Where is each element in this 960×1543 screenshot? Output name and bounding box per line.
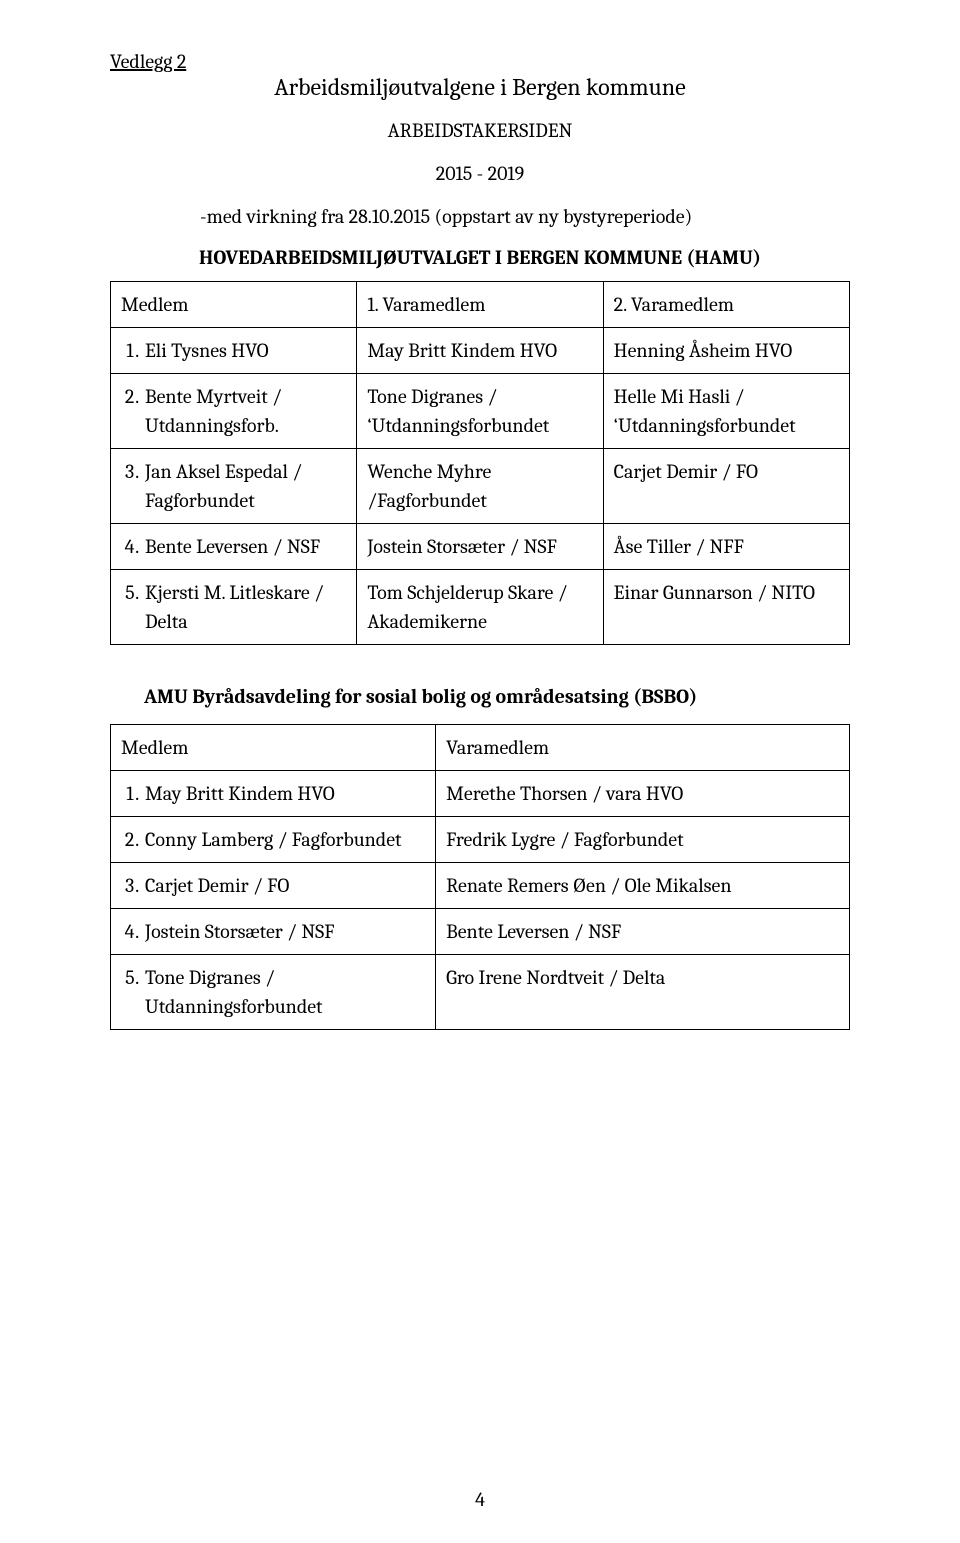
cell: May Britt Kindem HVO (357, 328, 603, 374)
col-header: Medlem (111, 282, 357, 328)
member: Conny Lamberg / Fagforbundet (143, 825, 425, 854)
cell: Eli Tysnes HVO (111, 328, 357, 374)
member: Eli Tysnes HVO (143, 336, 346, 365)
cell: Tom Schjelderup Skare / Akademikerne (357, 570, 603, 645)
member: Jostein Storsæter / NSF (143, 917, 425, 946)
member: Bente Leversen / NSF (143, 532, 346, 561)
cell: Einar Gunnarson / NITO (603, 570, 849, 645)
cell: Tone Digranes / Utdanningsforbundet (111, 955, 436, 1030)
table-row: Jostein Storsæter / NSF Bente Leversen /… (111, 909, 850, 955)
cell: Carjet Demir / FO (111, 863, 436, 909)
cell: Wenche Myhre /Fagforbundet (357, 449, 603, 524)
cell: Kjersti M. Litleskare / Delta (111, 570, 357, 645)
cell: Carjet Demir / FO (603, 449, 849, 524)
col-header: Medlem (111, 725, 436, 771)
member: May Britt Kindem HVO (143, 779, 425, 808)
side-heading: ARBEIDSTAKERSIDEN (110, 119, 850, 142)
main-title: Arbeidsmiljøutvalgene i Bergen kommune (110, 73, 850, 101)
table-row: Bente Myrtveit / Utdanningsforb. Tone Di… (111, 374, 850, 449)
cell: Bente Leversen / NSF (111, 524, 357, 570)
member: Jan Aksel Espedal / Fagforbundet (143, 457, 346, 515)
cell: Jan Aksel Espedal / Fagforbundet (111, 449, 357, 524)
attachment-label: Vedlegg 2 (110, 50, 850, 73)
table-row: Carjet Demir / FO Renate Remers Øen / Ol… (111, 863, 850, 909)
col-header: 1. Varamedlem (357, 282, 603, 328)
hamu-heading: HOVEDARBEIDSMILJØUTVALGET I BERGEN KOMMU… (110, 246, 850, 269)
effective-date: -med virkning fra 28.10.2015 (oppstart a… (200, 205, 850, 228)
member: Bente Myrtveit / Utdanningsforb. (143, 382, 346, 440)
member: Carjet Demir / FO (143, 871, 425, 900)
cell: Renate Remers Øen / Ole Mikalsen (436, 863, 850, 909)
bsbo-table: Medlem Varamedlem May Britt Kindem HVO M… (110, 724, 850, 1030)
cell: Tone Digranes / ‘Utdanningsforbundet (357, 374, 603, 449)
cell: Åse Tiller / NFF (603, 524, 849, 570)
table-header-row: Medlem Varamedlem (111, 725, 850, 771)
cell: May Britt Kindem HVO (111, 771, 436, 817)
table-row: Tone Digranes / Utdanningsforbundet Gro … (111, 955, 850, 1030)
cell: Henning Åsheim HVO (603, 328, 849, 374)
col-header: 2. Varamedlem (603, 282, 849, 328)
member: Kjersti M. Litleskare / Delta (143, 578, 346, 636)
table-row: Bente Leversen / NSF Jostein Storsæter /… (111, 524, 850, 570)
bsbo-heading: AMU Byrådsavdeling for sosial bolig og o… (144, 685, 850, 708)
col-header: Varamedlem (436, 725, 850, 771)
period: 2015 - 2019 (110, 162, 850, 185)
member: Tone Digranes / Utdanningsforbundet (143, 963, 425, 1021)
cell: Bente Leversen / NSF (436, 909, 850, 955)
cell: Fredrik Lygre / Fagforbundet (436, 817, 850, 863)
cell: Jostein Storsæter / NSF (357, 524, 603, 570)
table-row: Jan Aksel Espedal / Fagforbundet Wenche … (111, 449, 850, 524)
cell: Helle Mi Hasli / ‘Utdanningsforbundet (603, 374, 849, 449)
cell: Merethe Thorsen / vara HVO (436, 771, 850, 817)
hamu-table: Medlem 1. Varamedlem 2. Varamedlem Eli T… (110, 281, 850, 645)
page-number: 4 (0, 1488, 960, 1511)
cell: Gro Irene Nordtveit / Delta (436, 955, 850, 1030)
table-row: Eli Tysnes HVO May Britt Kindem HVO Henn… (111, 328, 850, 374)
table-row: Kjersti M. Litleskare / Delta Tom Schjel… (111, 570, 850, 645)
cell: Conny Lamberg / Fagforbundet (111, 817, 436, 863)
table-row: Conny Lamberg / Fagforbundet Fredrik Lyg… (111, 817, 850, 863)
cell: Bente Myrtveit / Utdanningsforb. (111, 374, 357, 449)
document-page: Vedlegg 2 Arbeidsmiljøutvalgene i Bergen… (0, 0, 960, 1543)
table-header-row: Medlem 1. Varamedlem 2. Varamedlem (111, 282, 850, 328)
cell: Jostein Storsæter / NSF (111, 909, 436, 955)
table-row: May Britt Kindem HVO Merethe Thorsen / v… (111, 771, 850, 817)
